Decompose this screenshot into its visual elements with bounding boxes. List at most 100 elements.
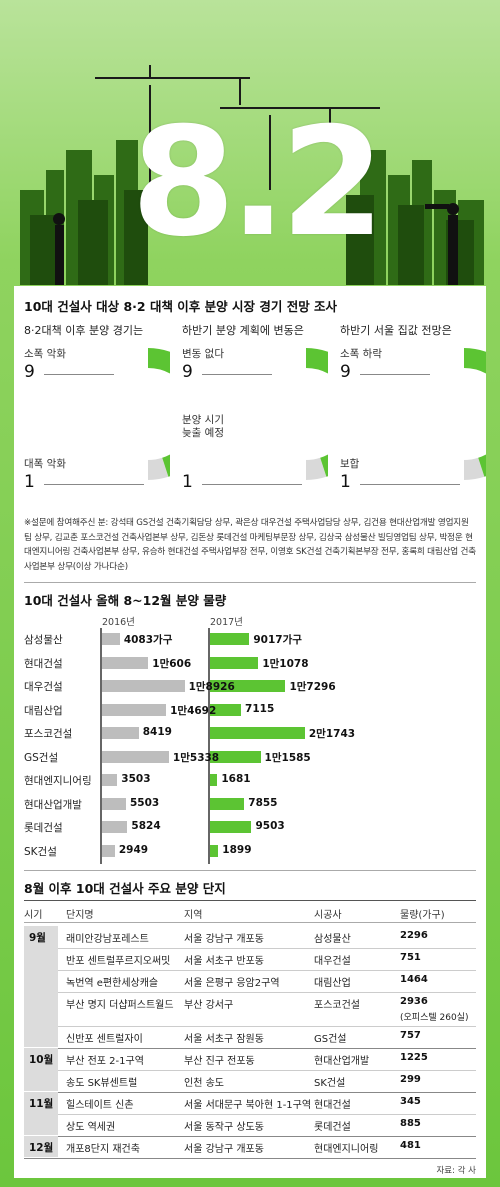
bar-2017	[210, 750, 261, 763]
table-row-rule	[58, 1026, 476, 1027]
table-cell-name: 송도 SK뷰센트럴	[66, 1078, 138, 1089]
category-label: 현대산업개발	[24, 798, 82, 811]
gauge-top-label: 소폭 하락	[340, 348, 382, 360]
data-label-2016: 1만4692	[170, 704, 217, 717]
gauge-heading: 하반기 서울 집값 전망은	[340, 324, 452, 337]
month-group-rule	[24, 1158, 476, 1159]
data-label-2016: 8419	[142, 726, 172, 738]
table-cell-units: 345	[400, 1096, 421, 1107]
table-cell-builder: 삼성물산	[314, 934, 351, 945]
data-label-2017: 9017가구	[253, 634, 302, 646]
table-cell-builder: 포스코건설	[314, 1000, 360, 1011]
section-divider	[24, 870, 476, 871]
bar-2017	[210, 727, 305, 739]
table-cell-region: 서울 동작구 상도동	[184, 1122, 264, 1133]
bar-2016	[102, 797, 126, 810]
table-cell-month: 9월	[24, 926, 58, 1047]
gauge-leader-line	[44, 484, 144, 485]
gauge-bottom-value: 1	[182, 472, 193, 492]
data-label-2017: 2만1743	[308, 728, 356, 740]
data-label-2017: 9503	[255, 820, 285, 832]
silhouette-people-icon	[53, 203, 459, 285]
bar-2016	[102, 680, 185, 692]
category-label: 현대엔지니어링	[24, 775, 92, 787]
table-header-month: 시기	[24, 910, 43, 921]
data-label-2017: 1681	[221, 773, 251, 785]
axis-2017	[208, 628, 210, 864]
category-label: 포스코건설	[24, 728, 73, 740]
gauge-leader-line	[202, 484, 302, 485]
bar-2017	[210, 774, 218, 786]
bar-2016	[102, 633, 120, 645]
table-cell-name: 녹번역 e편한세상캐슬	[66, 978, 159, 989]
donut-gauge	[305, 348, 328, 480]
bar-2016	[102, 727, 139, 739]
gauge-bottom-value: 1	[340, 472, 351, 492]
table-cell-month: 10월	[24, 1048, 58, 1091]
gauge-bottom-value: 1	[24, 472, 35, 492]
legend-2017: 2017년	[210, 617, 243, 628]
category-label: 삼성물산	[24, 634, 63, 646]
table-cell-units: 751	[400, 952, 421, 963]
gauge-heading: 하반기 분양 계획에 변동은	[182, 324, 304, 337]
table-top-rule	[24, 900, 476, 901]
gauge-top-label: 변동 없다	[182, 348, 224, 360]
table-cell-region: 부산 진구 전포동	[184, 1056, 255, 1067]
gauge-leader-line	[202, 374, 272, 375]
data-label-2017: 7115	[245, 702, 275, 715]
hero-title: 8.2	[131, 96, 385, 270]
gauge-segment-major	[147, 348, 170, 477]
table-cell-builder: 현대건설	[314, 1100, 351, 1111]
category-label: 대림산업	[24, 704, 63, 717]
category-label: GS건설	[24, 751, 59, 764]
table-row-rule	[58, 948, 476, 949]
table-row-rule	[58, 970, 476, 971]
data-label-2017: 1899	[222, 843, 252, 856]
bar-2017	[210, 797, 245, 810]
bar-2017	[210, 703, 242, 716]
gauge-heading: 8·2대책 이후 분양 경기는	[24, 324, 144, 337]
bar-2017	[210, 656, 259, 669]
axis-2016	[100, 628, 102, 864]
table-cell-name: 래미안강남포레스트	[66, 934, 149, 945]
table-cell-name: 개포8단지 재건축	[66, 1144, 140, 1155]
data-label-2016: 5824	[131, 820, 161, 832]
source-note: 자료: 각 사	[436, 1166, 476, 1176]
category-label: SK건설	[24, 845, 57, 858]
table-cell-units: 2936	[400, 996, 428, 1007]
month-group-rule	[24, 1092, 476, 1093]
table-cell-region: 인천 송도	[184, 1078, 224, 1089]
gauge-top-label: 소폭 악화	[24, 348, 66, 360]
survey-title: 10대 건설사 대상 8·2 대책 이후 분양 시장 경기 전망 조사	[24, 299, 338, 314]
legend-2016: 2016년	[102, 617, 135, 628]
table-cell-units: 1464	[400, 974, 428, 985]
table-cell-region: 서울 서초구 잠원동	[184, 1034, 264, 1045]
chart-title: 10대 건설사 올해 8~12월 분양 물량	[24, 593, 227, 608]
table-cell-region: 서울 은평구 응암2구역	[184, 978, 280, 989]
category-label: 대우건설	[24, 681, 63, 693]
bar-2017	[210, 633, 250, 645]
category-label: 현대건설	[24, 657, 63, 670]
table-cell-units: 885	[400, 1118, 421, 1129]
table-cell-month: 12월	[24, 1136, 58, 1157]
bar-2016	[102, 703, 167, 716]
data-label-2017: 7855	[248, 796, 278, 809]
table-cell-region: 부산 강서구	[184, 1000, 234, 1011]
table-header-rule	[24, 922, 476, 923]
gauge-leader-line	[360, 484, 460, 485]
table-cell-name: 신반포 센트럴자이	[66, 1034, 143, 1045]
donut-gauge	[147, 348, 170, 480]
bar-2016	[102, 656, 149, 669]
table-cell-region: 서울 서초구 반포동	[184, 956, 264, 967]
table-cell-name: 힐스테이트 신촌	[66, 1100, 134, 1111]
table-cell-builder: SK건설	[314, 1078, 346, 1089]
data-label-2016: 5503	[130, 796, 160, 809]
gauge-bottom-label: 분양 시기 늦출 예정	[182, 414, 224, 440]
month-group-rule	[24, 1136, 476, 1137]
section-divider	[24, 582, 476, 583]
gauge-bottom-label: 대폭 악화	[24, 458, 66, 470]
gauge-segment-major	[463, 348, 486, 477]
bar-2016	[102, 844, 115, 857]
table-cell-month: 11월	[24, 1092, 58, 1135]
city-skyline-illustration	[20, 65, 484, 285]
